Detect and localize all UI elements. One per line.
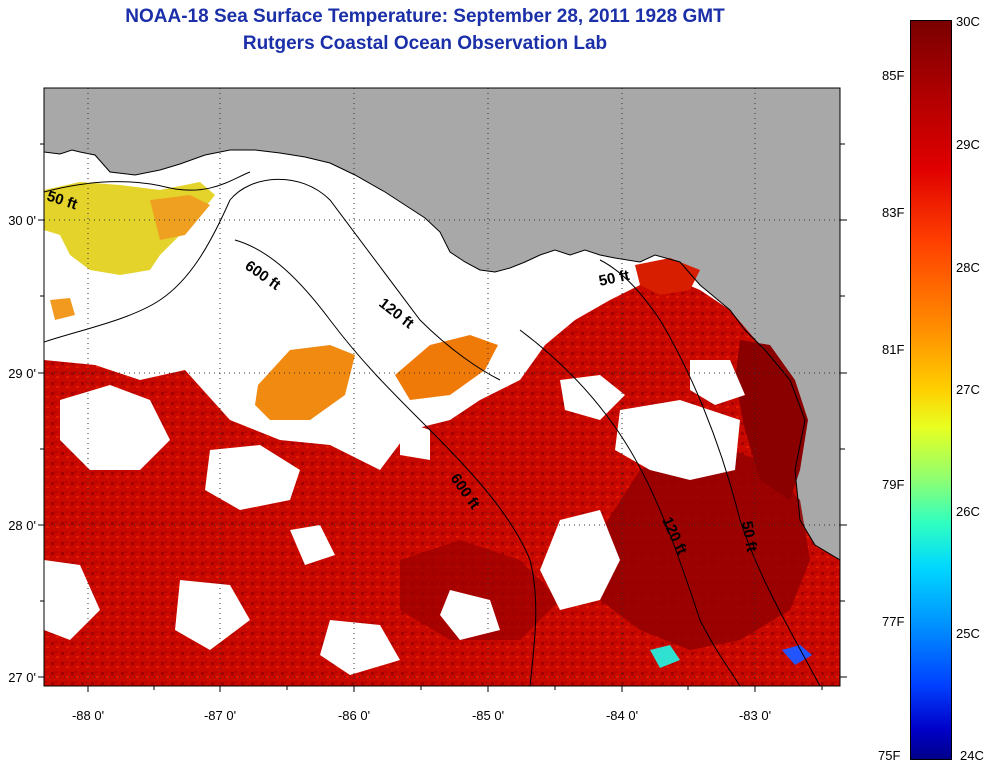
colorbar-label-c: 29C xyxy=(956,137,980,152)
map-subtitle: Rutgers Coastal Ocean Observation Lab xyxy=(242,33,608,54)
colorbar-label-f: 81F xyxy=(882,342,905,357)
y-tick-label: 28 0' xyxy=(8,518,36,533)
x-tick-label: -88 0' xyxy=(72,708,104,723)
x-tick-labels: -88 0' -87 0' -86 0' -85 0' -84 0' -83 0… xyxy=(72,708,771,723)
colorbar-label-c: 24C xyxy=(960,748,984,763)
colorbar-label-f: 75F xyxy=(878,748,901,763)
colorbar-label-f: 83F xyxy=(882,205,905,220)
bathymetry-contours xyxy=(44,171,821,686)
x-tick-label: -83 0' xyxy=(739,708,771,723)
frame-ticks xyxy=(38,143,847,692)
land-mass xyxy=(44,88,840,560)
y-tick-label: 30 0' xyxy=(8,213,36,228)
colorbar-label-c: 26C xyxy=(956,504,980,519)
sst-orange-patch-2 xyxy=(395,335,498,400)
map-title: NOAA-18 Sea Surface Temperature: Septemb… xyxy=(125,6,725,27)
sst-orange-small xyxy=(50,298,75,320)
sst-red-nearshore xyxy=(635,258,700,295)
x-tick-label: -86 0' xyxy=(338,708,370,723)
colorbar-label-c: 27C xyxy=(956,382,980,397)
coastline xyxy=(44,149,840,561)
contour-label: 50 ft xyxy=(597,267,631,290)
x-tick-label: -85 0' xyxy=(472,708,504,723)
colorbar-label-c: 25C xyxy=(956,626,980,641)
sst-cyan-patch xyxy=(650,645,680,668)
sst-blue-patch xyxy=(782,645,812,665)
colorbar-label-f: 85F xyxy=(882,68,905,83)
x-tick-label: -87 0' xyxy=(204,708,236,723)
sst-orange-patch-1 xyxy=(255,345,355,420)
colorbar-label-c: 28C xyxy=(956,260,980,275)
colorbar-label-c: 30C xyxy=(956,14,980,29)
map-frame xyxy=(43,87,841,687)
colorbar-label-f: 79F xyxy=(882,477,905,492)
y-tick-label: 29 0' xyxy=(8,366,36,381)
temperature-colorbar xyxy=(910,20,952,760)
contour-label: 50 ft xyxy=(738,520,760,553)
sst-hot-core xyxy=(595,440,810,650)
y-tick-label: 27 0' xyxy=(8,670,36,685)
colorbar-label-f: 77F xyxy=(882,614,905,629)
x-tick-label: -84 0' xyxy=(606,708,638,723)
y-tick-labels: 30 0' 29 0' 28 0' 27 0' xyxy=(8,213,36,685)
sst-orange-nearshore xyxy=(150,195,210,240)
